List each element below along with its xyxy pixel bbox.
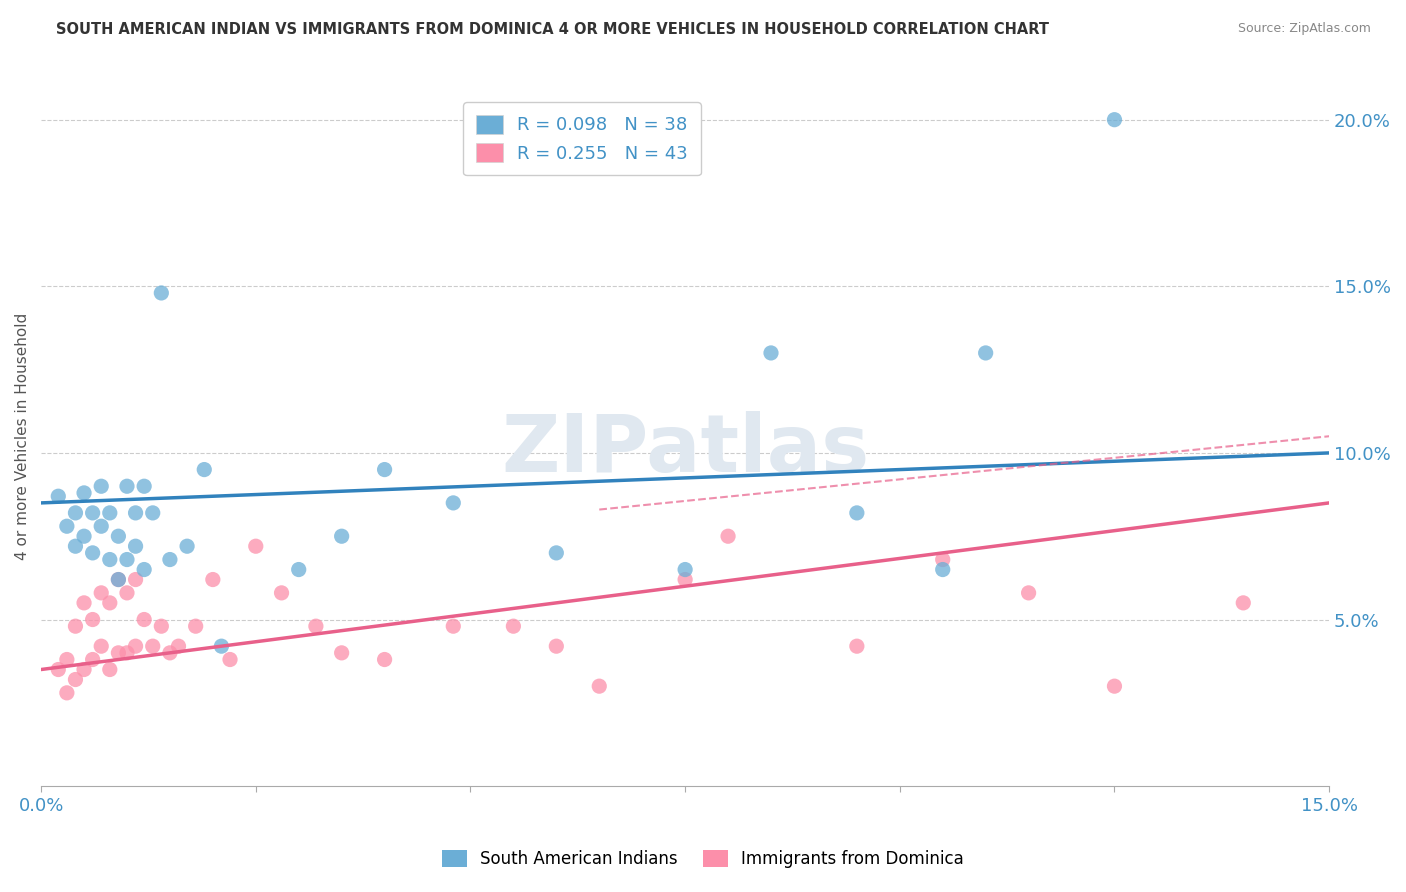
Point [1232, 596, 1254, 610]
Point [142, 639, 165, 653]
Point [124, 539, 146, 553]
Point [1104, 112, 1126, 127]
Point [184, 619, 207, 633]
Point [107, 529, 129, 543]
Point [441, 496, 464, 510]
Point [159, 552, 181, 566]
Point [673, 563, 696, 577]
Point [107, 573, 129, 587]
Point [90, 639, 112, 653]
Point [107, 646, 129, 660]
Y-axis label: 4 or more Vehicles in Household: 4 or more Vehicles in Household [15, 312, 30, 560]
Point [287, 563, 309, 577]
Point [845, 639, 868, 653]
Point [134, 563, 156, 577]
Point [1018, 586, 1040, 600]
Point [90, 519, 112, 533]
Legend: R = 0.098   N = 38, R = 0.255   N = 43: R = 0.098 N = 38, R = 0.255 N = 43 [464, 103, 700, 176]
Point [245, 539, 267, 553]
Point [759, 346, 782, 360]
Point [65, 619, 87, 633]
Point [974, 346, 997, 360]
Point [932, 552, 955, 566]
Point [546, 639, 568, 653]
Point [65, 673, 87, 687]
Text: ZIPatlas: ZIPatlas [501, 411, 869, 489]
Point [150, 619, 173, 633]
Point [82, 613, 104, 627]
Point [73, 529, 96, 543]
Point [134, 479, 156, 493]
Point [142, 506, 165, 520]
Point [219, 652, 242, 666]
Point [502, 619, 524, 633]
Point [159, 646, 181, 660]
Point [124, 506, 146, 520]
Point [546, 546, 568, 560]
Point [46, 489, 69, 503]
Point [209, 639, 232, 653]
Point [330, 529, 353, 543]
Point [82, 506, 104, 520]
Point [73, 663, 96, 677]
Point [115, 646, 138, 660]
Text: Source: ZipAtlas.com: Source: ZipAtlas.com [1237, 22, 1371, 36]
Point [588, 153, 610, 167]
Point [98, 506, 121, 520]
Legend: South American Indians, Immigrants from Dominica: South American Indians, Immigrants from … [436, 843, 970, 875]
Point [441, 619, 464, 633]
Point [845, 506, 868, 520]
Point [305, 619, 328, 633]
Point [673, 573, 696, 587]
Point [82, 652, 104, 666]
Point [98, 663, 121, 677]
Point [167, 639, 190, 653]
Point [124, 573, 146, 587]
Point [270, 586, 292, 600]
Point [150, 285, 173, 300]
Point [588, 679, 610, 693]
Text: SOUTH AMERICAN INDIAN VS IMMIGRANTS FROM DOMINICA 4 OR MORE VEHICLES IN HOUSEHOL: SOUTH AMERICAN INDIAN VS IMMIGRANTS FROM… [56, 22, 1049, 37]
Point [90, 586, 112, 600]
Point [1104, 679, 1126, 693]
Point [56, 686, 79, 700]
Point [374, 462, 396, 476]
Point [374, 652, 396, 666]
Point [176, 539, 198, 553]
Point [115, 586, 138, 600]
Point [107, 573, 129, 587]
Point [124, 639, 146, 653]
Point [56, 519, 79, 533]
Point [330, 646, 353, 660]
Point [46, 663, 69, 677]
Point [201, 573, 224, 587]
Point [193, 462, 215, 476]
Point [56, 652, 79, 666]
Point [73, 596, 96, 610]
Point [115, 479, 138, 493]
Point [65, 506, 87, 520]
Point [115, 552, 138, 566]
Point [717, 529, 740, 543]
Point [90, 479, 112, 493]
Point [134, 613, 156, 627]
Point [932, 563, 955, 577]
Point [98, 552, 121, 566]
Point [98, 596, 121, 610]
Point [65, 539, 87, 553]
Point [73, 486, 96, 500]
Point [82, 546, 104, 560]
